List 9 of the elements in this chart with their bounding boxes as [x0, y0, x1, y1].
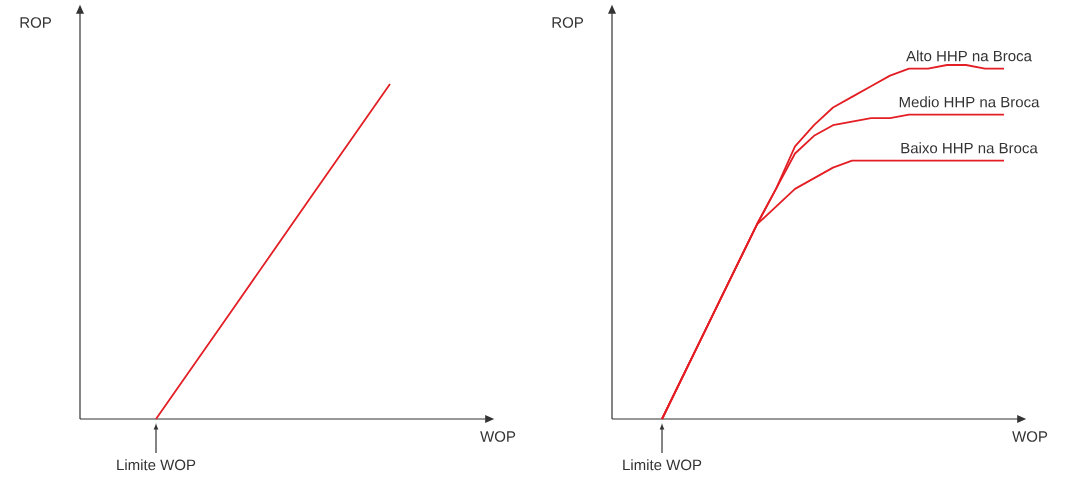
x-axis-title: WOP — [480, 431, 516, 442]
y-axis-title: ROP — [552, 17, 584, 28]
series-label: Medio HHP na Broca — [899, 96, 1040, 108]
series-label: Alto HHP na Broca — [906, 50, 1032, 62]
text: Limite WOP — [623, 459, 702, 471]
x-axis-title: WOP — [1012, 431, 1048, 442]
series-label: Baixo HHP na Broca — [901, 142, 1038, 154]
text: Limite WOP — [117, 459, 196, 471]
y-axis-title: ROP — [20, 17, 52, 28]
